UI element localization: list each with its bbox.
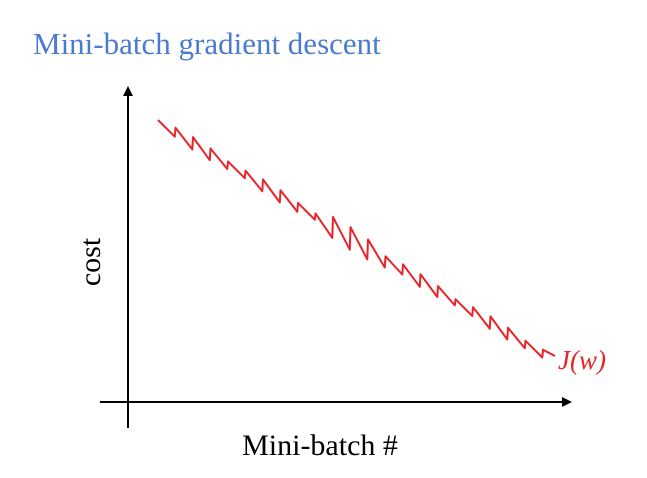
curve-label: J(w) [558, 345, 606, 375]
cost-curve [157, 119, 556, 359]
title: Mini-batch gradient descent [33, 26, 381, 61]
x-axis-label: Mini-batch # [242, 429, 398, 462]
y-axis-label: cost [74, 237, 107, 286]
